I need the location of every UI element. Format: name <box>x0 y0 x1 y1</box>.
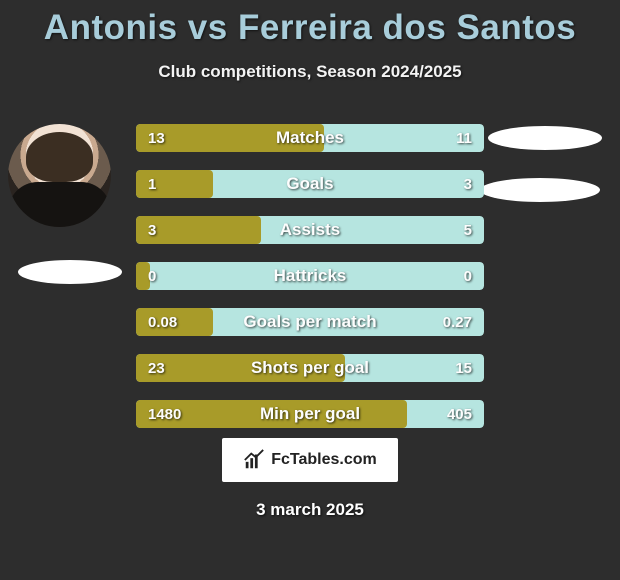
stat-row: Hattricks0 0 <box>136 262 484 290</box>
stat-value-right: 5 <box>452 216 484 244</box>
stat-value-right: 11 <box>444 124 484 152</box>
player2-avatar-placeholder <box>488 126 602 150</box>
stat-row: Shots per goal23 15 <box>136 354 484 382</box>
brand-text: FcTables.com <box>271 451 377 469</box>
stat-value-right: 0.27 <box>431 308 484 336</box>
stat-value-left: 13 <box>136 124 177 152</box>
stat-value-right: 405 <box>435 400 484 428</box>
player2-flag-placeholder <box>480 178 600 202</box>
stat-value-left: 23 <box>136 354 177 382</box>
stat-value-right: 15 <box>443 354 484 382</box>
stat-value-left: 0.08 <box>136 308 189 336</box>
player1-flag-placeholder <box>18 260 122 284</box>
stat-row: Goals1 3 <box>136 170 484 198</box>
stat-row: Matches13 11 <box>136 124 484 152</box>
stat-label: Matches <box>136 124 484 152</box>
comparison-bars: Matches1311Goals13Assists35Hattricks00Go… <box>136 124 484 446</box>
chart-icon <box>243 449 265 471</box>
stat-value-right: 0 <box>452 262 484 290</box>
stat-value-left: 3 <box>136 216 168 244</box>
stat-label: Hattricks <box>136 262 484 290</box>
date-label: 3 march 2025 <box>0 500 620 520</box>
stat-label: Shots per goal <box>136 354 484 382</box>
stat-value-right: 3 <box>452 170 484 198</box>
vs-label: vs <box>188 8 228 47</box>
stat-value-left: 0 <box>136 262 168 290</box>
stat-label: Assists <box>136 216 484 244</box>
stat-value-left: 1 <box>136 170 168 198</box>
stat-label: Goals <box>136 170 484 198</box>
brand-badge: FcTables.com <box>222 438 398 482</box>
subtitle: Club competitions, Season 2024/2025 <box>0 62 620 82</box>
stat-value-left: 1480 <box>136 400 193 428</box>
player1-avatar <box>8 124 111 227</box>
stat-row: Min per goal1480405 <box>136 400 484 428</box>
player2-name: Ferreira dos Santos <box>238 8 576 47</box>
stat-row: Assists3 5 <box>136 216 484 244</box>
page-title: Antonis vs Ferreira dos Santos <box>0 0 620 48</box>
stat-row: Goals per match0.080.27 <box>136 308 484 336</box>
player1-name: Antonis <box>44 8 178 47</box>
